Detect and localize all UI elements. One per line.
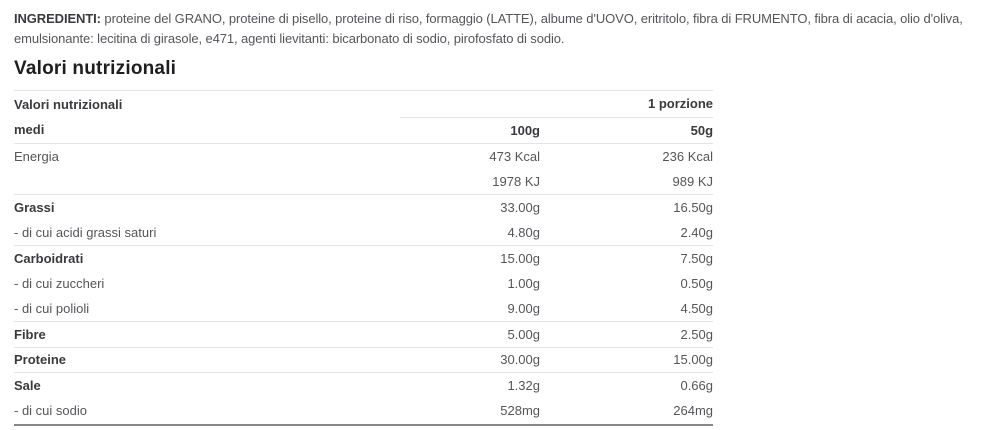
value-50g: 16.50g <box>673 199 714 215</box>
ingredients-text: INGREDIENTI: proteine del GRANO, protein… <box>14 9 986 49</box>
value-50g: 15.00g <box>540 347 714 373</box>
value-100g: 1.00g <box>507 275 540 291</box>
value-100g: 9.00g <box>400 296 540 322</box>
value-50g: 989 KJ <box>540 168 714 195</box>
value-100g: 1978 KJ <box>400 168 540 195</box>
nutrient-label: - di cui zuccheri <box>14 275 105 291</box>
table-row-proteine: Proteine 30.00g 15.00g <box>14 347 714 373</box>
table-row-fibre: Fibre 5.00g 2.50g <box>14 321 714 348</box>
value-100g: 473 Kcal <box>489 148 540 164</box>
table-header-row-columns: medi 100g 50g <box>14 117 714 144</box>
table-header-medi: medi <box>14 117 400 144</box>
value-100g: 33.00g <box>500 199 540 215</box>
ingredients-label: INGREDIENTI: <box>14 11 101 26</box>
nutrient-label: Fibre <box>14 321 400 348</box>
table-header-title: Valori nutrizionali <box>14 96 123 112</box>
table-row-energia-kj: 1978 KJ 989 KJ <box>14 168 714 195</box>
nutrient-label: - di cui acidi grassi saturi <box>14 219 400 246</box>
table-header-row-top: Valori nutrizionali 1 porzione <box>14 91 714 118</box>
value-100g: 4.80g <box>400 219 540 246</box>
value-100g: 5.00g <box>400 321 540 348</box>
nutrient-label: - di cui sodio <box>14 403 87 419</box>
value-100g: 30.00g <box>400 347 540 373</box>
nutrient-label: Grassi <box>14 199 55 215</box>
nutrient-label: - di cui polioli <box>14 296 400 322</box>
value-50g: 0.66g <box>680 378 714 393</box>
value-50g: 4.50g <box>540 296 714 322</box>
table-row-sale: Sale 1.32g 0.66g <box>14 373 713 399</box>
table-row-sodio: - di cui sodio 528mg 264mg <box>14 398 713 424</box>
value-50g: 2.40g <box>540 219 714 246</box>
nutrient-label: Energia <box>14 148 59 164</box>
table-row-zuccheri: - di cui zuccheri 1.00g 0.50g <box>14 271 713 297</box>
table-row-grassi-saturi: - di cui acidi grassi saturi 4.80g 2.40g <box>14 219 714 246</box>
value-100g: 15.00g <box>500 250 540 266</box>
value-50g: 264mg <box>673 403 714 419</box>
value-100g: 528mg <box>500 403 540 419</box>
column-header-100g: 100g <box>400 117 540 144</box>
table-row-energia: Energia 473 Kcal 236 Kcal <box>14 143 713 169</box>
table-row-carboidrati: Carboidrati 15.00g 7.50g <box>14 245 713 271</box>
value-100g: 1.32g <box>507 378 540 393</box>
ingredients-body: proteine del GRANO, proteine di pisello,… <box>14 11 963 46</box>
nutrition-table: Valori nutrizionali 1 porzione medi 100g… <box>14 90 714 426</box>
value-50g: 2.50g <box>540 321 714 348</box>
value-50g: 0.50g <box>680 275 714 291</box>
value-50g: 236 Kcal <box>662 148 714 164</box>
nutrient-label: Carboidrati <box>14 250 84 266</box>
column-header-50g: 50g <box>540 117 714 144</box>
section-title: Valori nutrizionali <box>14 58 177 79</box>
nutrition-values-table: Valori nutrizionali 1 porzione medi 100g… <box>14 91 714 424</box>
nutrient-label <box>14 168 400 195</box>
nutrient-label: Sale <box>14 378 41 393</box>
table-row-polioli: - di cui polioli 9.00g 4.50g <box>14 296 714 322</box>
value-50g: 7.50g <box>680 250 714 266</box>
table-header-portion: 1 porzione <box>400 91 714 118</box>
table-row-grassi: Grassi 33.00g 16.50g <box>14 194 713 220</box>
nutrient-label: Proteine <box>14 347 400 373</box>
